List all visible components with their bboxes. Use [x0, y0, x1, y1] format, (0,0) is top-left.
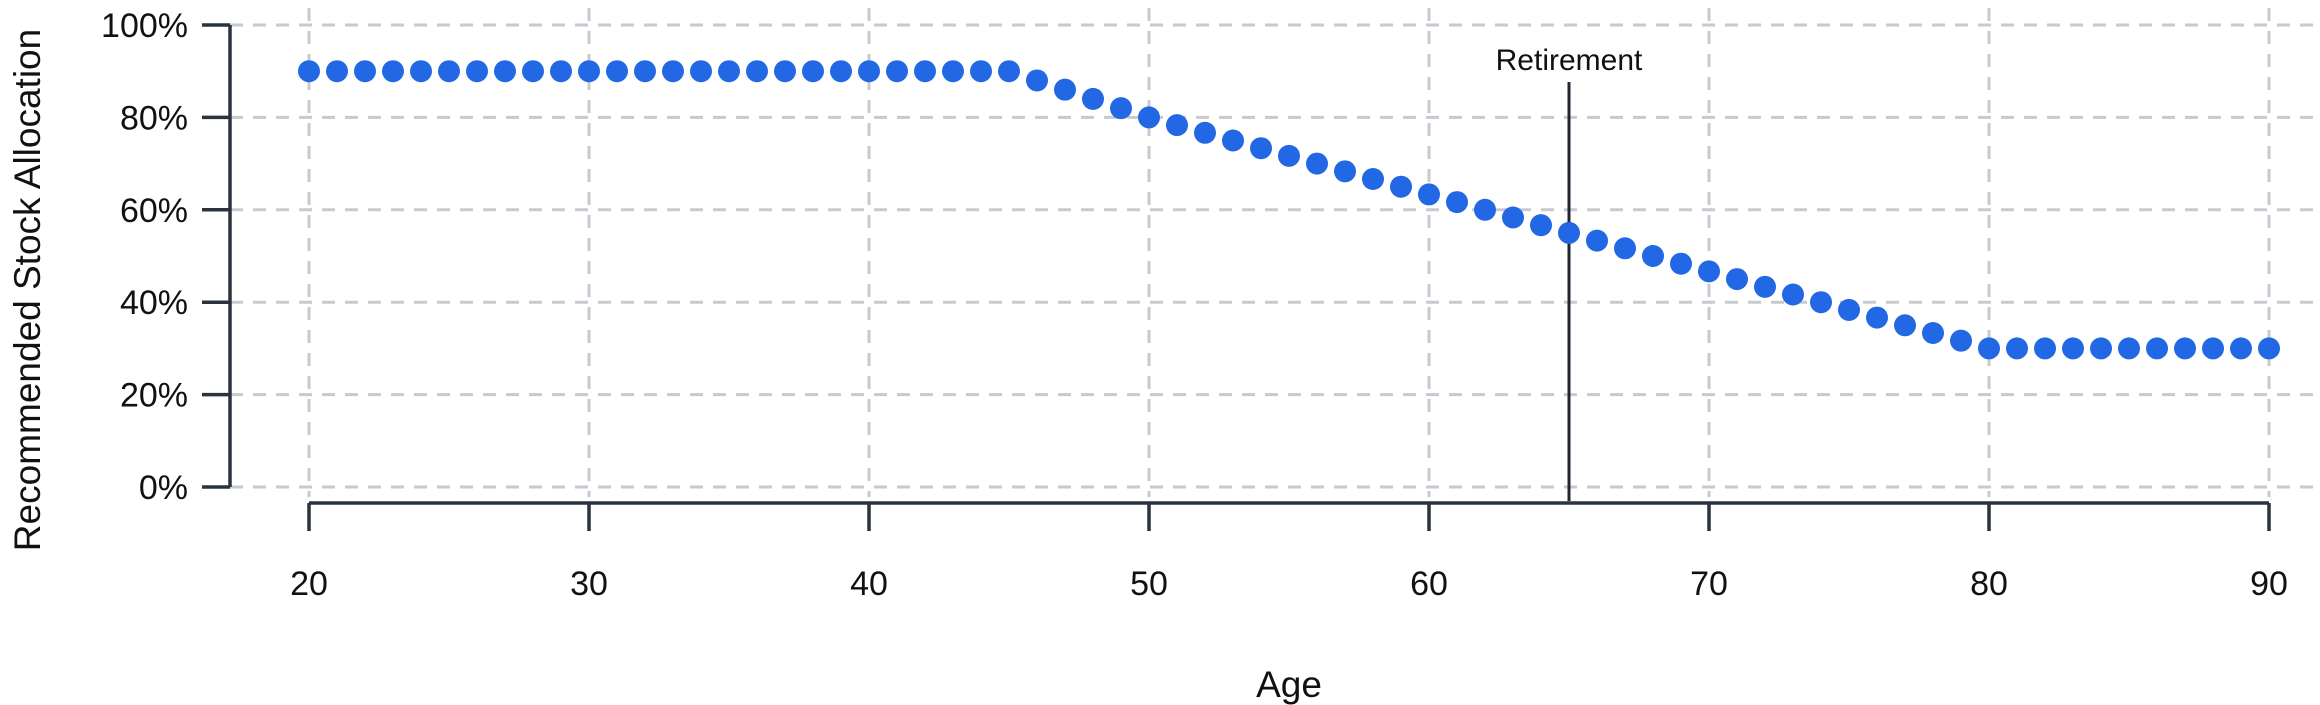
data-point-age-40 [858, 60, 880, 83]
data-point-age-57 [1334, 160, 1356, 183]
data-point-age-76 [1866, 306, 1888, 329]
data-point-age-84 [2090, 337, 2112, 360]
data-point-age-89 [2230, 337, 2252, 360]
data-point-age-47 [1054, 78, 1076, 101]
data-point-age-81 [2006, 337, 2028, 360]
data-point-age-20 [298, 60, 320, 83]
data-point-age-21 [326, 60, 348, 83]
data-point-age-86 [2146, 337, 2168, 360]
data-point-age-63 [1502, 206, 1524, 229]
data-point-age-52 [1194, 121, 1216, 144]
data-point-age-77 [1894, 314, 1916, 337]
data-point-age-59 [1390, 175, 1412, 198]
data-point-age-90 [2258, 337, 2280, 360]
x-tick-label-30: 30 [570, 565, 608, 603]
data-point-age-30 [578, 60, 600, 83]
data-point-age-74 [1810, 291, 1832, 314]
y-tick-label-100: 100% [101, 7, 188, 45]
data-point-age-82 [2034, 337, 2056, 360]
data-point-age-56 [1306, 152, 1328, 175]
data-point-age-73 [1782, 283, 1804, 306]
data-point-age-83 [2062, 337, 2084, 360]
y-tick-label-0: 0% [139, 469, 188, 507]
data-point-age-46 [1026, 69, 1048, 92]
x-tick-labels: 20 30 40 50 60 70 80 90 [290, 565, 2288, 603]
y-tick-label-60: 60% [120, 192, 188, 230]
y-tick-label-80: 80% [120, 99, 188, 137]
data-point-age-31 [606, 60, 628, 83]
data-point-age-78 [1922, 322, 1944, 345]
data-point-age-45 [998, 60, 1020, 83]
data-point-age-50 [1138, 106, 1160, 129]
data-point-age-55 [1278, 144, 1300, 167]
axes [202, 23, 2271, 531]
data-point-age-44 [970, 60, 992, 83]
data-point-age-32 [634, 60, 656, 83]
data-point-age-66 [1586, 229, 1608, 252]
data-point-age-43 [942, 60, 964, 83]
data-point-age-41 [886, 60, 908, 83]
data-point-age-79 [1950, 329, 1972, 352]
data-point-age-61 [1446, 191, 1468, 214]
data-point-age-64 [1530, 214, 1552, 237]
data-point-age-60 [1418, 183, 1440, 206]
data-point-age-53 [1222, 129, 1244, 152]
data-point-age-58 [1362, 167, 1384, 190]
data-point-age-34 [690, 60, 712, 83]
data-point-age-42 [914, 60, 936, 83]
data-point-age-49 [1110, 97, 1132, 120]
data-point-age-48 [1082, 87, 1104, 110]
data-point-age-33 [662, 60, 684, 83]
data-point-age-72 [1754, 275, 1776, 298]
data-point-age-24 [410, 60, 432, 83]
y-tick-labels: 0% 20% 40% 60% 80% 100% [101, 7, 188, 507]
data-point-age-29 [550, 60, 572, 83]
x-axis-title: Age [1256, 664, 1322, 705]
data-point-age-54 [1250, 137, 1272, 160]
data-point-age-65 [1558, 221, 1580, 244]
data-point-age-22 [354, 60, 376, 83]
data-point-age-70 [1698, 260, 1720, 283]
data-point-age-85 [2118, 337, 2140, 360]
x-tick-label-70: 70 [1690, 565, 1728, 603]
x-tick-label-90: 90 [2250, 565, 2288, 603]
data-point-age-75 [1838, 298, 1860, 321]
data-point-age-27 [494, 60, 516, 83]
data-point-age-35 [718, 60, 740, 83]
data-point-age-80 [1978, 337, 2000, 360]
data-point-age-38 [802, 60, 824, 83]
data-point-age-36 [746, 60, 768, 83]
data-points [298, 60, 2280, 360]
y-tick-label-20: 20% [120, 377, 188, 415]
data-point-age-26 [466, 60, 488, 83]
data-point-age-62 [1474, 198, 1496, 221]
x-tick-label-20: 20 [290, 565, 328, 603]
retirement-annotation: Retirement [1496, 44, 1643, 501]
data-point-age-88 [2202, 337, 2224, 360]
data-point-age-87 [2174, 337, 2196, 360]
horizontal-gridlines [230, 23, 2318, 489]
y-axis-title: Recommended Stock Allocation [7, 29, 48, 551]
data-point-age-23 [382, 60, 404, 83]
data-point-age-28 [522, 60, 544, 83]
data-point-age-69 [1670, 252, 1692, 275]
data-point-age-71 [1726, 268, 1748, 291]
data-point-age-67 [1614, 237, 1636, 260]
data-point-age-68 [1642, 245, 1664, 267]
retirement-label: Retirement [1496, 44, 1643, 77]
x-tick-label-80: 80 [1970, 565, 2008, 603]
x-tick-label-50: 50 [1130, 565, 1168, 603]
data-point-age-39 [830, 60, 852, 83]
vertical-gridlines [307, 8, 2271, 497]
data-point-age-25 [438, 60, 460, 83]
y-tick-label-40: 40% [120, 284, 188, 322]
data-point-age-51 [1166, 114, 1188, 137]
data-point-age-37 [774, 60, 796, 83]
x-tick-label-60: 60 [1410, 565, 1448, 603]
x-tick-label-40: 40 [850, 565, 888, 603]
